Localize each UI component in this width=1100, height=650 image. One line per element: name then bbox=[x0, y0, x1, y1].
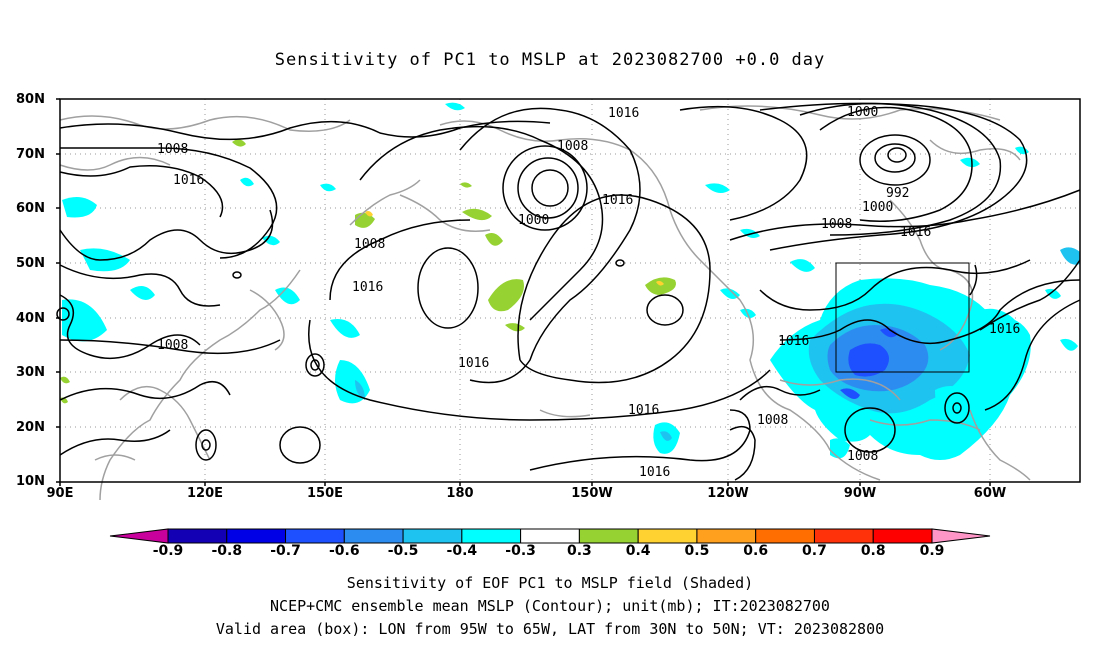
contour-label: 1016 bbox=[173, 173, 204, 188]
colorbar-right-arrow bbox=[931, 528, 991, 544]
colorbar-swatch bbox=[578, 528, 639, 544]
map-frame bbox=[59, 98, 1081, 483]
colorbar-tick-label: -0.8 bbox=[211, 543, 243, 559]
valid-area-box bbox=[835, 262, 970, 373]
colorbar-tick-label: -0.5 bbox=[387, 543, 419, 559]
contour-label: 1008 bbox=[757, 413, 788, 428]
colorbar-left-arrow bbox=[109, 528, 169, 544]
contour-label: 1000 bbox=[847, 105, 878, 120]
colorbar-tick-label: 0.5 bbox=[684, 543, 710, 559]
contour-label: 1016 bbox=[628, 403, 659, 418]
footer-line-3: Valid area (box): LON from 95W to 65W, L… bbox=[215, 620, 885, 638]
colorbar-swatch bbox=[285, 528, 345, 544]
contour-label: 1008 bbox=[847, 449, 878, 464]
colorbar-tick-label: 0.9 bbox=[919, 543, 945, 559]
colorbar-swatch bbox=[343, 528, 404, 544]
footer-line-1: Sensitivity of EOF PC1 to MSLP field (Sh… bbox=[346, 574, 754, 592]
lat-label: 70N bbox=[16, 147, 45, 162]
lat-label: 10N bbox=[16, 474, 45, 489]
contour-label: 1016 bbox=[639, 465, 670, 480]
colorbar-swatch bbox=[696, 528, 757, 544]
colorbar-swatch bbox=[402, 528, 463, 544]
contour-label: 1016 bbox=[352, 280, 383, 295]
colorbar-swatch bbox=[637, 528, 698, 544]
colorbar-swatch bbox=[461, 528, 522, 544]
colorbar-tick-label: -0.6 bbox=[328, 543, 360, 559]
lon-label: 120E bbox=[186, 486, 224, 501]
lon-label: 150W bbox=[571, 486, 613, 501]
colorbar-swatch bbox=[813, 528, 874, 544]
colorbar-tick-label: 0.7 bbox=[802, 543, 827, 559]
lat-label: 50N bbox=[16, 256, 45, 271]
colorbar-tick-label: 0.6 bbox=[743, 543, 769, 559]
colorbar-swatch bbox=[167, 528, 228, 544]
lon-label: 90W bbox=[843, 486, 877, 501]
lat-label: 80N bbox=[16, 92, 45, 107]
contour-label: 1008 bbox=[157, 142, 188, 157]
colorbar-swatch bbox=[755, 528, 815, 544]
contour-label: 1008 bbox=[354, 237, 385, 252]
lon-label: 60W bbox=[973, 486, 1007, 501]
lat-label: 40N bbox=[16, 311, 45, 326]
contour-label: 1000 bbox=[862, 200, 893, 215]
contour-label: 1000 bbox=[518, 213, 549, 228]
contour-label: 1008 bbox=[821, 217, 852, 232]
colorbar-tick-label: 0.3 bbox=[566, 543, 592, 559]
colorbar-tick-label: 0.8 bbox=[860, 543, 886, 559]
lon-label: 150E bbox=[306, 486, 344, 501]
colorbar-tick-label: -0.7 bbox=[270, 543, 301, 559]
plot-title: Sensitivity of PC1 to MSLP at 2023082700… bbox=[274, 50, 826, 70]
contour-label: 1016 bbox=[458, 356, 489, 371]
lon-label: 180 bbox=[446, 486, 474, 501]
colorbar-swatch bbox=[520, 528, 580, 544]
footer-line-2: NCEP+CMC ensemble mean MSLP (Contour); u… bbox=[270, 597, 830, 615]
mslp-contours bbox=[56, 102, 1081, 481]
contour-label: 1016 bbox=[602, 193, 633, 208]
contour-label: 1016 bbox=[778, 334, 809, 349]
contour-label: 1016 bbox=[900, 225, 931, 240]
colorbar-tick-label: -0.9 bbox=[152, 543, 184, 559]
contour-label: 1016 bbox=[608, 106, 639, 121]
contour-label: 1008 bbox=[557, 139, 588, 154]
colorbar-tick-label: -0.3 bbox=[505, 543, 536, 559]
lat-label: 20N bbox=[16, 420, 45, 435]
colorbar-tick-label: 0.4 bbox=[625, 543, 651, 559]
contour-label: 1016 bbox=[989, 322, 1020, 337]
colorbar-swatch bbox=[872, 528, 933, 544]
colorbar-swatch bbox=[226, 528, 287, 544]
lat-label: 30N bbox=[16, 365, 45, 380]
colorbar-tick-label: -0.4 bbox=[446, 543, 478, 559]
contour-label: 1008 bbox=[157, 338, 188, 353]
lon-label: 120W bbox=[707, 486, 749, 501]
contour-label: 992 bbox=[886, 186, 909, 201]
lat-label: 60N bbox=[16, 201, 45, 216]
lon-label: 90E bbox=[46, 486, 74, 501]
